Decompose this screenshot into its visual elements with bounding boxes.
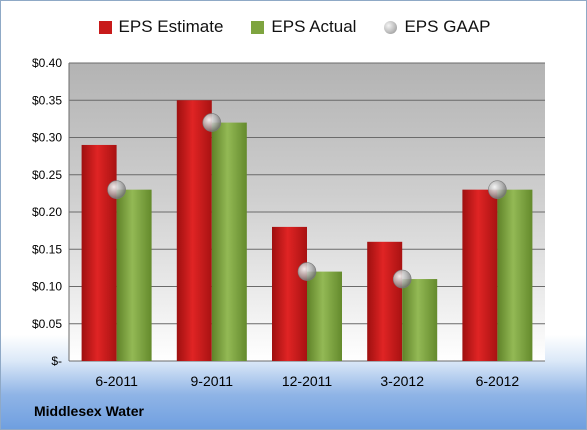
x-tick-label: 6-2011 bbox=[95, 373, 138, 389]
y-tick-label: $0.30 bbox=[32, 131, 62, 145]
legend: EPS Estimate EPS Actual EPS GAAP bbox=[1, 17, 586, 37]
marker-eps-gaap bbox=[392, 269, 412, 289]
company-name: Middlesex Water bbox=[34, 403, 144, 419]
legend-swatch-gaap bbox=[384, 20, 398, 34]
bar-eps-estimate bbox=[462, 189, 498, 361]
bar-eps-estimate bbox=[176, 100, 212, 361]
legend-swatch-actual bbox=[251, 20, 265, 34]
bar-eps-estimate bbox=[367, 241, 403, 361]
bar-eps-actual bbox=[402, 279, 438, 361]
bar-eps-estimate bbox=[81, 144, 117, 361]
bar-eps-actual bbox=[307, 271, 342, 361]
bar-eps-actual bbox=[211, 122, 247, 361]
legend-item-actual: EPS Actual bbox=[251, 17, 356, 37]
bar-eps-actual bbox=[497, 189, 533, 361]
x-tick-label: 9-2011 bbox=[191, 373, 234, 389]
y-tick-label: $0.05 bbox=[32, 317, 62, 331]
legend-swatch-estimate bbox=[98, 20, 112, 34]
marker-eps-gaap bbox=[297, 262, 317, 281]
legend-label-actual: EPS Actual bbox=[271, 17, 357, 36]
marker-eps-gaap bbox=[202, 113, 222, 132]
marker-eps-gaap bbox=[107, 180, 126, 199]
y-tick-label: $0.10 bbox=[32, 280, 62, 294]
y-tick-label: $- bbox=[51, 354, 62, 368]
y-tick-label: $0.25 bbox=[32, 168, 62, 182]
marker-eps-gaap bbox=[488, 180, 507, 199]
legend-label-estimate: EPS Estimate bbox=[118, 17, 224, 36]
legend-label-gaap: EPS GAAP bbox=[404, 17, 491, 36]
bar-eps-estimate bbox=[272, 226, 307, 361]
legend-item-estimate: EPS Estimate bbox=[98, 17, 224, 37]
x-tick-label: 6-2012 bbox=[476, 373, 520, 389]
legend-item-gaap: EPS GAAP bbox=[384, 17, 490, 37]
y-tick-label: $0.20 bbox=[32, 205, 62, 219]
bar-eps-actual bbox=[116, 189, 152, 361]
y-tick-label: $0.40 bbox=[32, 56, 62, 70]
x-tick-label: 12-2011 bbox=[282, 373, 333, 389]
y-tick-label: $0.15 bbox=[32, 242, 62, 256]
x-tick-label: 3-2012 bbox=[380, 373, 424, 389]
y-tick-label: $0.35 bbox=[32, 93, 62, 107]
